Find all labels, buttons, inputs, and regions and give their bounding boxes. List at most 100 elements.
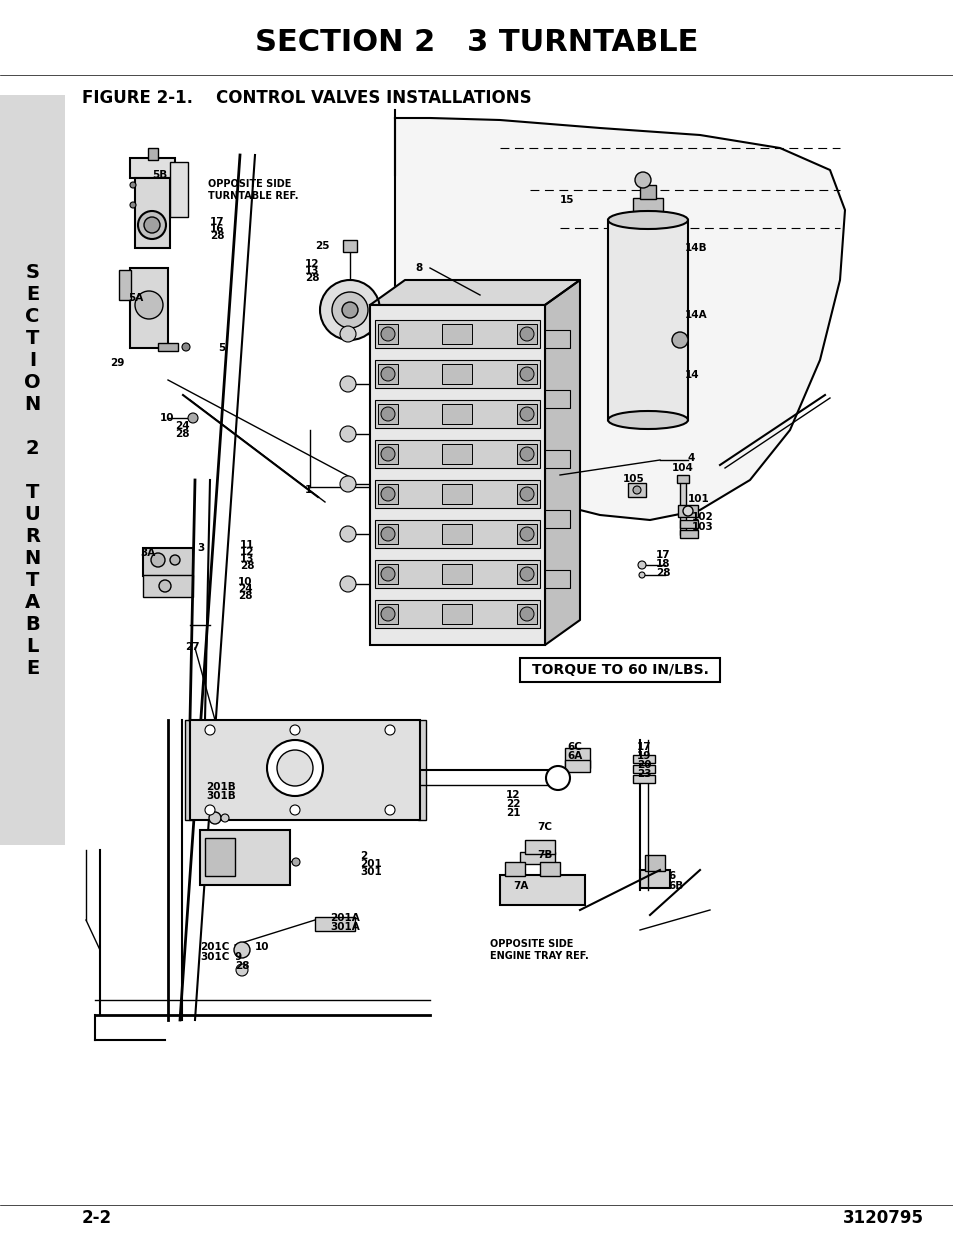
Bar [644,855,664,871]
Text: 5A: 5A [128,293,143,303]
Bar [377,445,397,464]
Bar [375,559,539,588]
Bar [524,840,555,853]
Circle shape [385,725,395,735]
Text: 201A: 201A [330,913,359,923]
Bar [375,600,539,629]
Text: 25: 25 [314,241,329,251]
Circle shape [519,447,534,461]
Text: 23: 23 [637,769,651,779]
Circle shape [339,426,355,442]
Text: 3: 3 [196,543,204,553]
Text: 10: 10 [160,412,174,424]
Text: 102: 102 [691,513,713,522]
Bar [417,720,426,820]
Ellipse shape [607,411,687,429]
Bar [564,760,589,772]
Bar [677,475,688,483]
Bar [343,240,356,252]
Text: 14B: 14B [684,243,707,253]
Bar [678,505,698,517]
Bar [633,764,655,773]
Bar [517,524,537,543]
Text: 28: 28 [234,961,250,971]
Text: OPPOSITE SIDE
ENGINE TRAY REF.: OPPOSITE SIDE ENGINE TRAY REF. [490,939,588,961]
Bar [375,480,539,508]
Bar [377,484,397,504]
Circle shape [292,858,299,866]
Circle shape [380,567,395,580]
Text: 1: 1 [305,485,312,495]
Text: 2-2: 2-2 [82,1209,112,1228]
Bar [517,564,537,584]
Bar [375,359,539,388]
Text: 21: 21 [505,808,520,818]
Text: 11: 11 [240,540,254,550]
Text: SECTION 2   3 TURNTABLE: SECTION 2 3 TURNTABLE [255,27,698,57]
Text: 27: 27 [185,642,199,652]
Text: 7B: 7B [537,850,552,860]
Text: 6C: 6C [566,742,581,752]
Bar [377,524,397,543]
Bar [441,445,472,464]
Text: 15: 15 [559,195,574,205]
Circle shape [519,567,534,580]
Text: 104: 104 [671,463,693,473]
Bar [633,755,655,763]
Bar [170,162,188,217]
Text: 17: 17 [656,550,670,559]
Bar [627,483,645,496]
Text: 2: 2 [359,851,367,861]
Bar [519,658,720,682]
Text: 201B: 201B [206,782,235,792]
Text: 13: 13 [305,266,319,275]
Circle shape [170,555,180,564]
Text: 7C: 7C [537,823,552,832]
Bar [441,324,472,345]
Bar [633,776,655,783]
Circle shape [267,740,323,797]
Circle shape [159,580,171,592]
Circle shape [638,561,645,569]
Circle shape [205,805,214,815]
Circle shape [341,303,357,317]
Circle shape [209,811,221,824]
Bar [375,320,539,348]
Bar [370,305,544,645]
Polygon shape [544,280,579,645]
Bar [679,530,698,538]
Circle shape [235,965,248,976]
Bar [517,484,537,504]
Text: 12: 12 [240,547,254,557]
Polygon shape [370,280,579,305]
Bar [130,158,174,178]
Bar [441,484,472,504]
Circle shape [319,280,379,340]
Circle shape [182,343,190,351]
Text: 18: 18 [656,559,670,569]
Circle shape [671,332,687,348]
Circle shape [380,527,395,541]
Bar [185,720,193,820]
Text: 28: 28 [174,429,190,438]
Text: 17: 17 [637,742,651,752]
Text: 9: 9 [234,952,242,962]
Text: 6A: 6A [566,751,581,761]
Bar [519,852,555,864]
Bar [205,839,234,876]
Bar [633,198,662,222]
Text: 6: 6 [667,871,675,881]
Circle shape [519,487,534,501]
Circle shape [380,327,395,341]
Circle shape [519,327,534,341]
Bar [441,524,472,543]
Circle shape [380,447,395,461]
Bar [517,404,537,424]
Bar [377,324,397,345]
Text: 301A: 301A [330,923,359,932]
Circle shape [188,412,198,424]
Bar [504,862,524,876]
Text: 5: 5 [218,343,225,353]
Text: 10: 10 [237,577,253,587]
Text: 201C: 201C [200,942,229,952]
